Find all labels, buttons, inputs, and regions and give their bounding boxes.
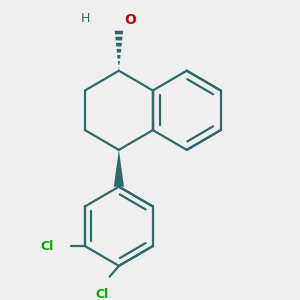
Polygon shape <box>115 31 123 34</box>
Text: Cl: Cl <box>40 240 54 253</box>
Text: O: O <box>124 13 136 27</box>
Text: H: H <box>81 12 91 25</box>
Polygon shape <box>115 37 122 40</box>
Polygon shape <box>116 43 122 46</box>
Polygon shape <box>118 67 119 71</box>
Polygon shape <box>118 61 120 64</box>
Polygon shape <box>117 55 121 58</box>
Polygon shape <box>114 150 124 187</box>
Text: Cl: Cl <box>95 289 109 300</box>
Polygon shape <box>117 49 121 52</box>
